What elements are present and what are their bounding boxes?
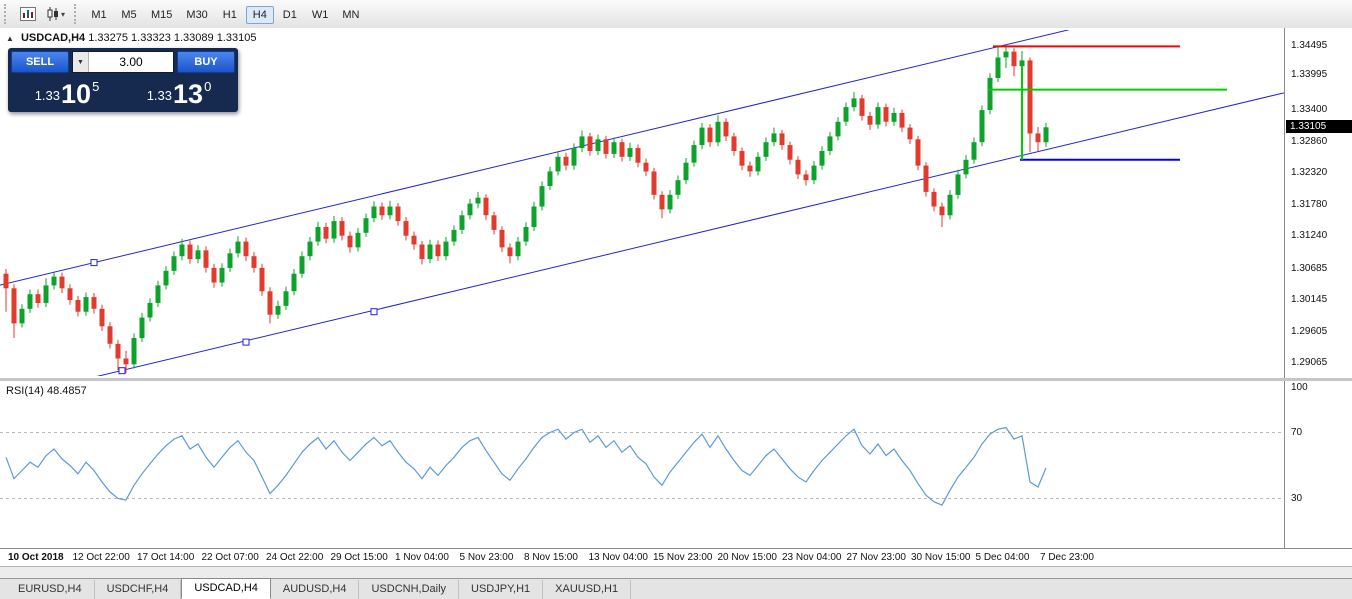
time-axis-label: 27 Nov 23:00: [846, 552, 907, 563]
chart-tab-audusd-h4[interactable]: AUDUSD,H4: [271, 580, 360, 599]
dropdown-caret-icon[interactable]: ▾: [60, 9, 65, 19]
chart-tab-xauusd-h1[interactable]: XAUUSD,H1: [543, 580, 632, 599]
bottom-strip: [0, 566, 1352, 578]
candlestick-icon-glyph: [47, 7, 58, 21]
price-tick-label: 1.33995: [1291, 69, 1328, 81]
chart-tab-usdchf-h4[interactable]: USDCHF,H4: [95, 580, 182, 599]
time-axis-label: 22 Oct 07:00: [201, 552, 259, 563]
timeframe-button-m5[interactable]: M5: [121, 8, 137, 21]
time-axis-label: 5 Dec 04:00: [975, 552, 1030, 563]
one-click-trading-panel: SELL ▼ 3.00 BUY 1.33 10 5 1.33 13 0: [8, 48, 238, 112]
timeframe-button-h1[interactable]: H1: [222, 8, 237, 21]
volume-input[interactable]: ▼ 3.00: [72, 51, 174, 73]
timeframe-button-m30[interactable]: M30: [186, 8, 208, 21]
chart-tab-usdcnh-daily[interactable]: USDCNH,Daily: [359, 580, 460, 599]
buy-price-fraction: 0: [204, 79, 212, 94]
buy-price-base: 1.33: [146, 88, 173, 103]
timeframe-button-d1[interactable]: D1: [282, 8, 297, 21]
chart-symbol-label: USDCAD,H4: [20, 32, 86, 44]
volume-value[interactable]: 3.00: [119, 55, 143, 69]
toolbar-grip[interactable]: [4, 4, 10, 24]
timeframe-button-m15[interactable]: M15: [151, 8, 173, 21]
time-axis-label: 29 Oct 15:00: [330, 552, 388, 563]
buy-price-pips: 13: [173, 79, 204, 109]
top-toolbar: ▾ M1 M5 M15 M30 H1 H4 D1 W1 MN: [0, 0, 1352, 29]
time-axis-label: 20 Nov 15:00: [717, 552, 778, 563]
timeframe-button-h4[interactable]: H4: [245, 5, 274, 24]
price-tick-label: 1.30685: [1291, 262, 1328, 274]
sell-button[interactable]: SELL: [11, 51, 69, 73]
candlestick-style-icon[interactable]: ▾: [43, 2, 69, 26]
time-axis-label: 10 Oct 2018: [8, 552, 64, 563]
price-tick-label: 1.29065: [1291, 357, 1328, 369]
candlestick-chart-plot[interactable]: [0, 28, 1284, 378]
chart-ohlc-values: 1.33275 1.33323 1.33089 1.33105: [88, 32, 257, 44]
timeframe-button-mn[interactable]: MN: [342, 8, 360, 21]
chart-tab-usdjpy-h1[interactable]: USDJPY,H1: [459, 580, 544, 599]
time-axis-label: 23 Nov 04:00: [782, 552, 842, 563]
chart-header: ▲ USDCAD,H4 1.33275 1.33323 1.33089 1.33…: [6, 32, 256, 44]
sell-price-pips: 10: [61, 79, 92, 109]
chart-tab-usdcad-h4[interactable]: USDCAD,H4: [181, 578, 271, 599]
rsi-label: RSI(14) 48.4857: [6, 385, 87, 397]
time-axis-label: 1 Nov 04:00: [395, 552, 449, 563]
chart-icon[interactable]: [15, 2, 41, 26]
time-axis-label: 12 Oct 22:00: [72, 552, 130, 563]
sell-price[interactable]: 1.33 10 5: [11, 73, 123, 109]
chart-icon-glyph: [20, 7, 36, 21]
rsi-tick-label: 70: [1291, 426, 1303, 438]
buy-button[interactable]: BUY: [177, 51, 235, 73]
time-axis-label: 24 Oct 22:00: [266, 552, 324, 563]
buy-price[interactable]: 1.33 13 0: [123, 73, 235, 109]
rsi-axis[interactable]: 100 70 30: [1284, 381, 1352, 548]
main-chart-panel: ▲ USDCAD,H4 1.33275 1.33323 1.33089 1.33…: [0, 28, 1352, 378]
time-axis-label: 8 Nov 15:00: [524, 552, 578, 563]
price-tick-label: 1.29605: [1291, 325, 1328, 337]
time-axis-label: 13 Nov 04:00: [588, 552, 649, 563]
price-tick-label: 1.34495: [1291, 40, 1328, 52]
chart-tabs-bar: EURUSD,H4 USDCHF,H4 USDCAD,H4 AUDUSD,H4 USDC…: [0, 578, 1352, 599]
chart-tab-eurusd-h4[interactable]: EURUSD,H4: [6, 580, 95, 599]
price-tick-label: 1.31780: [1291, 198, 1328, 210]
price-tick-label: 1.30145: [1291, 294, 1328, 306]
price-axis[interactable]: 1.33105 1.34495 1.33995 1.33400 1.32860 1.32…: [1284, 28, 1352, 378]
current-price-badge: 1.33105: [1286, 120, 1352, 134]
timeframe-button-group: M1 M5 M15 M30 H1 H4 D1 W1 MN: [84, 5, 366, 24]
time-axis-label: 17 Oct 14:00: [137, 552, 195, 563]
timeframe-button-m1[interactable]: M1: [91, 8, 107, 21]
sell-price-base: 1.33: [34, 88, 61, 103]
price-tick-label: 1.32860: [1291, 135, 1328, 147]
price-tick-label: 1.32320: [1291, 167, 1328, 179]
candlestick-chart-svg[interactable]: [0, 30, 1284, 376]
time-axis-label: 15 Nov 23:00: [653, 552, 713, 563]
timeframe-button-w1[interactable]: W1: [311, 8, 329, 21]
rsi-tick-label: 100: [1291, 382, 1308, 393]
time-axis-label: 7 Dec 23:00: [1040, 552, 1094, 563]
rsi-chart-svg[interactable]: [0, 383, 1284, 548]
toolbar-grip[interactable]: [74, 4, 80, 24]
price-tick-label: 1.33400: [1291, 104, 1328, 116]
time-axis-label: 5 Nov 23:00: [459, 552, 514, 563]
price-tick-label: 1.31240: [1291, 230, 1328, 242]
collapse-panel-icon[interactable]: ▲: [6, 34, 14, 43]
rsi-tick-label: 30: [1291, 492, 1303, 504]
volume-dropdown-icon[interactable]: ▼: [73, 52, 89, 72]
time-axis[interactable]: 10 Oct 2018 12 Oct 22:00 17 Oct 14:00 22 Oc…: [0, 548, 1352, 566]
time-axis-label: 30 Nov 15:00: [911, 552, 971, 563]
sell-price-fraction: 5: [92, 79, 100, 94]
rsi-indicator-panel: RSI(14) 48.4857 100 70 30: [0, 378, 1352, 548]
